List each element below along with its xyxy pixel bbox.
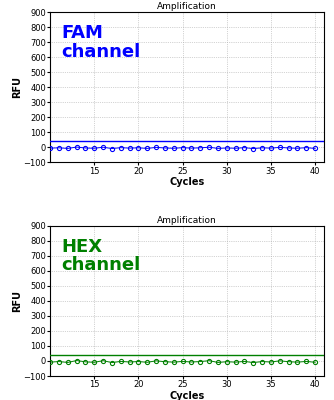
X-axis label: Cycles: Cycles: [169, 390, 205, 400]
Title: Amplification: Amplification: [157, 216, 217, 225]
Y-axis label: RFU: RFU: [12, 290, 22, 312]
Title: Amplification: Amplification: [157, 2, 217, 11]
X-axis label: Cycles: Cycles: [169, 177, 205, 187]
Text: FAM
channel: FAM channel: [61, 24, 140, 61]
Y-axis label: RFU: RFU: [12, 76, 22, 98]
Text: HEX
channel: HEX channel: [61, 238, 140, 274]
